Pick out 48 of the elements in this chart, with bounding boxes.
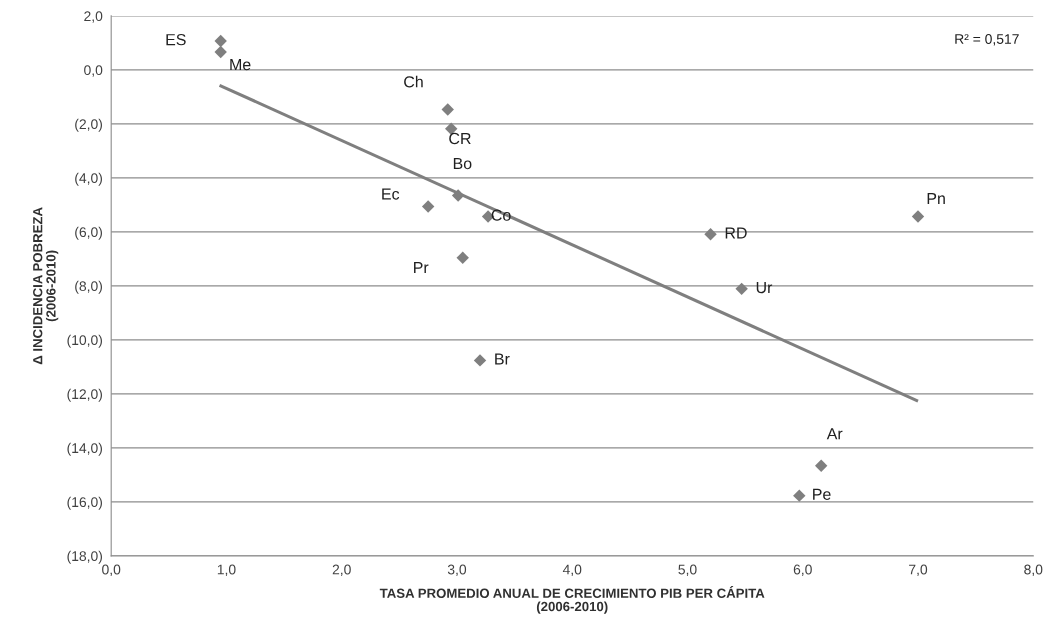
point [421,200,435,213]
annotation: Ur [756,281,773,294]
y-tick-label: 0,0 [84,65,103,77]
y-tick-label: (10,0) [67,334,102,348]
point [473,354,487,367]
annotation: Me [230,59,251,71]
point [704,228,717,241]
point [911,210,925,223]
y-tick-label: 2,0 [84,11,103,23]
annotation: Ch [404,75,423,88]
x-tick-label: 8,0 [1024,564,1043,577]
point [441,103,454,116]
annotation: Ar [826,428,843,440]
x-tick-label: 4,0 [562,564,582,577]
y-tick-label: (6,0) [75,226,102,240]
point [214,34,227,48]
x-tick-label: 7,0 [909,564,928,577]
point [814,459,828,472]
annotation: Pr [414,262,429,274]
annotation: ES [166,33,186,46]
point [456,251,469,265]
x-tick-label: 3,0 [447,564,467,577]
x-tick-label: 5,0 [678,564,697,577]
y-tick-label: (18,0) [67,550,102,564]
y-tick-label: (2,0) [75,118,102,132]
y-tick-label: (4,0) [75,172,102,186]
x-tick-label: 1,0 [217,564,236,577]
y-tick-label: (12,0) [67,388,102,402]
annotation: CR [449,132,471,145]
point [793,489,806,502]
x-tick-label: 2,0 [332,564,351,577]
y-tick-label: (16,0) [67,496,102,510]
point [735,282,748,296]
annotation: Br [495,353,510,365]
x-tick-label: 6,0 [793,564,812,577]
point [451,189,465,202]
point [214,45,227,59]
y-axis-title: Δ INCIDENCIA POBREZA (2006-2010) [33,207,59,365]
y-tick-label: (14,0) [67,442,102,456]
annotation: Pe [813,488,831,500]
annotation: Ec [382,188,400,200]
annotation: RD [725,227,747,239]
x-axis-title: TASA PROMEDIO ANUAL DE CRECIMIENTO PIB PER CÁPITA (2006-2010) [379,586,765,614]
annotation: R² = 0,517 [955,34,1019,46]
annotation: Bo [453,158,472,170]
y-tick-label: (8,0) [75,280,102,294]
x-tick-label: 0,0 [102,564,121,577]
annotation: Pn [927,192,945,204]
